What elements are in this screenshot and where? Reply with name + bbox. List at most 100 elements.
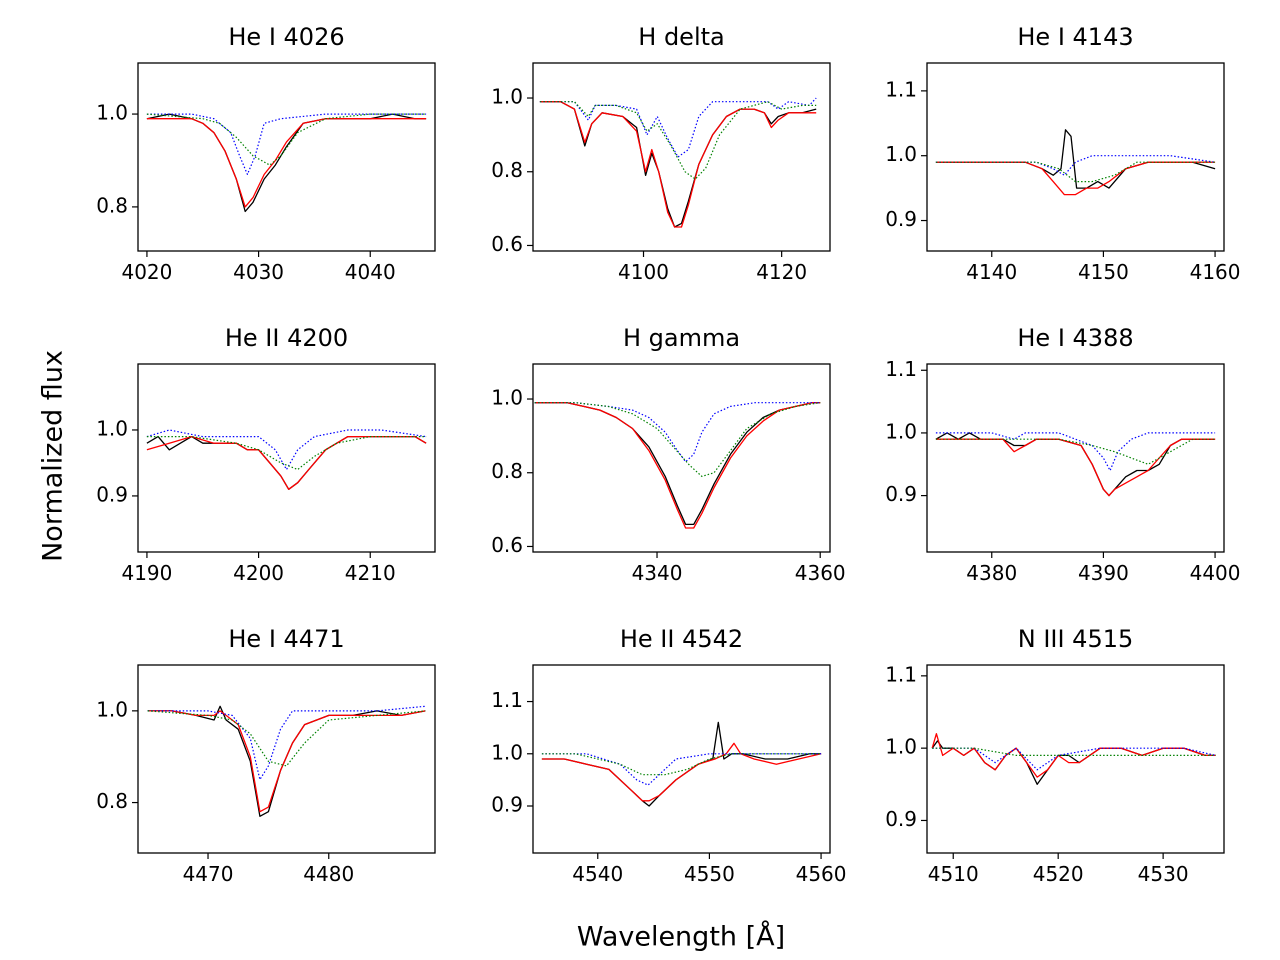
- x-tick-label: 4470: [183, 862, 234, 886]
- series-observed: [534, 402, 821, 526]
- panel-he-ii-4542: He II 4542 4540 4550 4560 0.9 1.0 1.1: [491, 625, 846, 886]
- y-tick-label: 1.0: [885, 142, 917, 166]
- x-tick-label: 4520: [1033, 862, 1084, 886]
- x-tick-label: 4400: [1190, 561, 1241, 585]
- series-component_2: [147, 710, 426, 767]
- x-tick-label: 4150: [1078, 260, 1129, 284]
- y-tick-label: 1.0: [885, 735, 917, 759]
- y-tick-label: 1.1: [491, 688, 523, 712]
- x-tick-label: 4380: [966, 561, 1017, 585]
- series-component_2: [539, 101, 817, 180]
- x-tick-label: 4030: [233, 260, 284, 284]
- x-tick-label: 4360: [795, 561, 846, 585]
- series-component_2: [935, 161, 1216, 183]
- x-tick-label: 4100: [618, 260, 669, 284]
- series-model_total: [935, 438, 1216, 497]
- series-observed: [935, 432, 1216, 497]
- panel-title: He II 4542: [620, 625, 743, 653]
- panel-title: H delta: [638, 23, 724, 51]
- y-tick-label: 0.8: [96, 193, 128, 217]
- axes-frame: [926, 363, 1225, 553]
- x-axis-label: Wavelength [Å]: [577, 921, 785, 953]
- series-model_total: [534, 402, 821, 529]
- series-observed: [146, 113, 427, 213]
- panel-n-iii-4515: N III 4515 4510 4520 4530 0.9 1.0 1.1: [885, 625, 1225, 886]
- y-tick-label: 1.0: [885, 419, 917, 443]
- series-observed: [147, 705, 426, 817]
- y-tick-label: 1.0: [491, 740, 523, 764]
- x-tick-label: 4210: [345, 561, 396, 585]
- panel-he-ii-4200: He II 4200 4190 4200 4210 0.9 1.0: [96, 324, 436, 585]
- series-component_1: [146, 113, 427, 175]
- axes-frame: [926, 664, 1225, 854]
- y-tick-label: 0.6: [491, 232, 523, 256]
- x-tick-label: 4480: [303, 862, 354, 886]
- x-tick-label: 4020: [121, 260, 172, 284]
- panel-he-i-4388: He I 4388 4380 4390 4400 0.9 1.0 1.1: [885, 324, 1240, 585]
- x-tick-label: 4340: [632, 561, 683, 585]
- series-component_2: [534, 402, 821, 477]
- panel-he-i-4026: He I 4026 4020 4030 4040 0.8 1.0: [96, 23, 436, 284]
- series-observed: [935, 129, 1216, 189]
- panel-title: He I 4471: [228, 625, 344, 653]
- axes-frame: [137, 62, 436, 252]
- x-tick-label: 4390: [1078, 561, 1129, 585]
- x-tick-label: 4040: [345, 260, 396, 284]
- y-axis-label: Normalized flux: [38, 350, 69, 562]
- axes-frame: [532, 664, 831, 854]
- series-component_1: [147, 705, 426, 781]
- y-tick-label: 1.0: [491, 85, 523, 109]
- x-tick-label: 4160: [1190, 260, 1241, 284]
- y-tick-label: 0.9: [885, 807, 917, 831]
- x-tick-label: 4200: [233, 561, 284, 585]
- panel-title: He I 4143: [1017, 23, 1133, 51]
- series-component_1: [539, 97, 817, 158]
- x-tick-label: 4190: [121, 561, 172, 585]
- series-component_1: [534, 402, 821, 463]
- y-tick-label: 0.8: [491, 459, 523, 483]
- y-tick-label: 1.1: [885, 357, 917, 381]
- y-tick-label: 1.1: [885, 662, 917, 686]
- series-observed: [539, 101, 817, 228]
- series-component_2: [146, 436, 427, 471]
- y-tick-label: 0.6: [491, 533, 523, 557]
- y-tick-label: 0.9: [96, 482, 128, 506]
- y-tick-label: 0.9: [491, 793, 523, 817]
- panel-title: N III 4515: [1018, 625, 1134, 653]
- series-model_total: [146, 118, 427, 208]
- axes-frame: [137, 664, 436, 854]
- axes-frame: [926, 62, 1225, 252]
- y-tick-label: 0.9: [885, 482, 917, 506]
- panel-h-delta: H delta 4100 4120 0.6 0.8 1.0: [491, 23, 831, 284]
- series-component_2: [541, 753, 822, 776]
- series-component_2: [932, 747, 1216, 757]
- y-tick-label: 1.0: [491, 386, 523, 410]
- x-tick-label: 4120: [756, 260, 807, 284]
- series-observed: [146, 435, 427, 490]
- series-model_total: [541, 742, 822, 802]
- axes-frame: [532, 62, 831, 252]
- series-component_1: [541, 753, 822, 786]
- series-model_total: [147, 710, 426, 813]
- axes-frame: [532, 363, 831, 553]
- series-component_2: [935, 438, 1216, 465]
- axes-frame: [137, 363, 436, 553]
- y-tick-label: 0.9: [885, 207, 917, 231]
- panel-title: H gamma: [623, 324, 740, 352]
- y-tick-label: 1.1: [885, 77, 917, 101]
- panel-title: He I 4026: [228, 23, 344, 51]
- x-tick-label: 4540: [572, 862, 623, 886]
- panel-h-gamma: H gamma 4340 4360 0.6 0.8 1.0: [491, 324, 845, 585]
- y-tick-label: 0.8: [96, 789, 128, 813]
- x-tick-label: 4530: [1138, 862, 1189, 886]
- x-tick-label: 4510: [928, 862, 979, 886]
- panel-he-i-4143: He I 4143 4140 4150 4160 0.9 1.0 1.1: [885, 23, 1240, 284]
- y-tick-label: 1.0: [96, 101, 128, 125]
- y-tick-label: 0.8: [491, 158, 523, 182]
- series-component_2: [146, 113, 427, 166]
- x-tick-label: 4550: [684, 862, 735, 886]
- series-component_1: [935, 432, 1216, 472]
- panel-title: He I 4388: [1017, 324, 1133, 352]
- series-component_1: [146, 429, 427, 471]
